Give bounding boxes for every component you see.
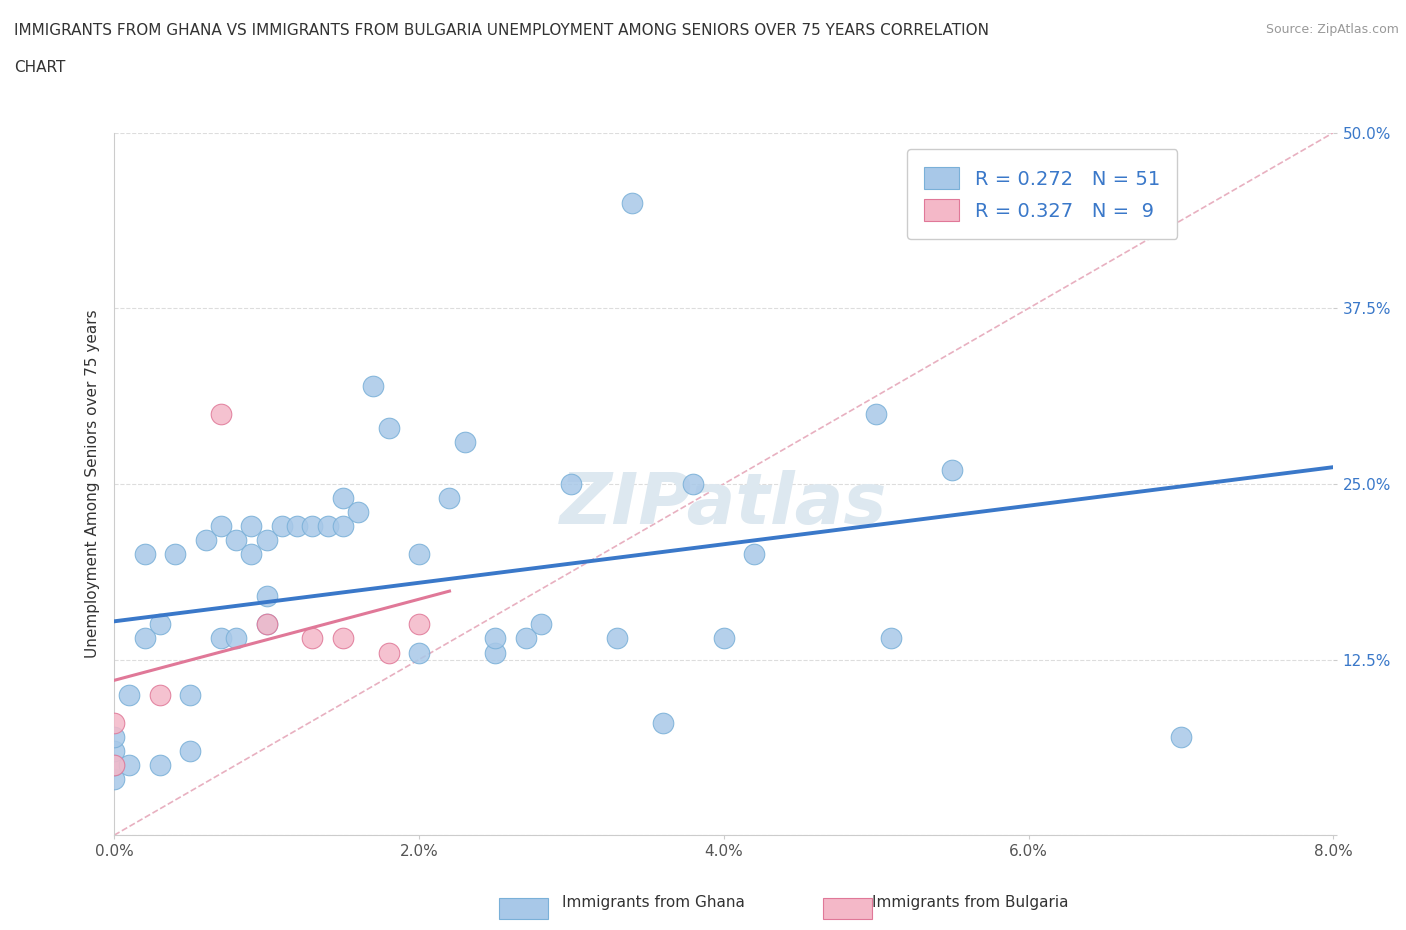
- Point: [332, 519, 354, 534]
- Point: [179, 743, 201, 758]
- Point: [377, 420, 399, 435]
- Point: [713, 631, 735, 646]
- Point: [209, 406, 232, 421]
- Point: [408, 547, 430, 562]
- Point: [332, 631, 354, 646]
- Point: [606, 631, 628, 646]
- Point: [225, 631, 247, 646]
- Point: [103, 772, 125, 787]
- Point: [256, 617, 278, 631]
- Text: ZIPatlas: ZIPatlas: [560, 471, 887, 539]
- Point: [316, 519, 339, 534]
- Point: [530, 617, 553, 631]
- Point: [285, 519, 308, 534]
- Point: [240, 519, 263, 534]
- Point: [149, 617, 172, 631]
- Point: [270, 519, 292, 534]
- Point: [103, 757, 125, 772]
- Point: [1170, 729, 1192, 744]
- Point: [225, 533, 247, 548]
- Point: [118, 757, 141, 772]
- Point: [103, 757, 125, 772]
- Point: [361, 379, 384, 393]
- Point: [149, 687, 172, 702]
- Point: [484, 631, 506, 646]
- Text: IMMIGRANTS FROM GHANA VS IMMIGRANTS FROM BULGARIA UNEMPLOYMENT AMONG SENIORS OVE: IMMIGRANTS FROM GHANA VS IMMIGRANTS FROM…: [14, 23, 988, 38]
- Point: [408, 645, 430, 660]
- Text: Immigrants from Bulgaria: Immigrants from Bulgaria: [872, 895, 1069, 910]
- Point: [209, 631, 232, 646]
- Point: [651, 715, 673, 730]
- Point: [301, 519, 323, 534]
- Point: [134, 631, 156, 646]
- Point: [332, 490, 354, 505]
- Point: [209, 519, 232, 534]
- Point: [179, 687, 201, 702]
- Point: [682, 476, 704, 491]
- Point: [347, 505, 370, 520]
- Point: [454, 434, 477, 449]
- Legend: R = 0.272   N = 51, R = 0.327   N =  9: R = 0.272 N = 51, R = 0.327 N = 9: [907, 150, 1177, 239]
- Y-axis label: Unemployment Among Seniors over 75 years: Unemployment Among Seniors over 75 years: [86, 310, 100, 658]
- Point: [118, 687, 141, 702]
- Point: [301, 631, 323, 646]
- Point: [103, 743, 125, 758]
- Point: [377, 645, 399, 660]
- Point: [194, 533, 217, 548]
- Point: [103, 715, 125, 730]
- Point: [880, 631, 903, 646]
- Text: Source: ZipAtlas.com: Source: ZipAtlas.com: [1265, 23, 1399, 36]
- Point: [240, 547, 263, 562]
- Point: [256, 589, 278, 604]
- Point: [941, 462, 963, 477]
- Text: Immigrants from Ghana: Immigrants from Ghana: [562, 895, 745, 910]
- Point: [560, 476, 582, 491]
- Point: [165, 547, 187, 562]
- Point: [134, 547, 156, 562]
- Point: [103, 729, 125, 744]
- Point: [256, 533, 278, 548]
- Text: CHART: CHART: [14, 60, 66, 75]
- Point: [149, 757, 172, 772]
- Point: [408, 617, 430, 631]
- Point: [256, 617, 278, 631]
- Point: [484, 645, 506, 660]
- Point: [515, 631, 537, 646]
- Point: [865, 406, 887, 421]
- Point: [742, 547, 765, 562]
- Point: [621, 195, 644, 210]
- Point: [439, 490, 461, 505]
